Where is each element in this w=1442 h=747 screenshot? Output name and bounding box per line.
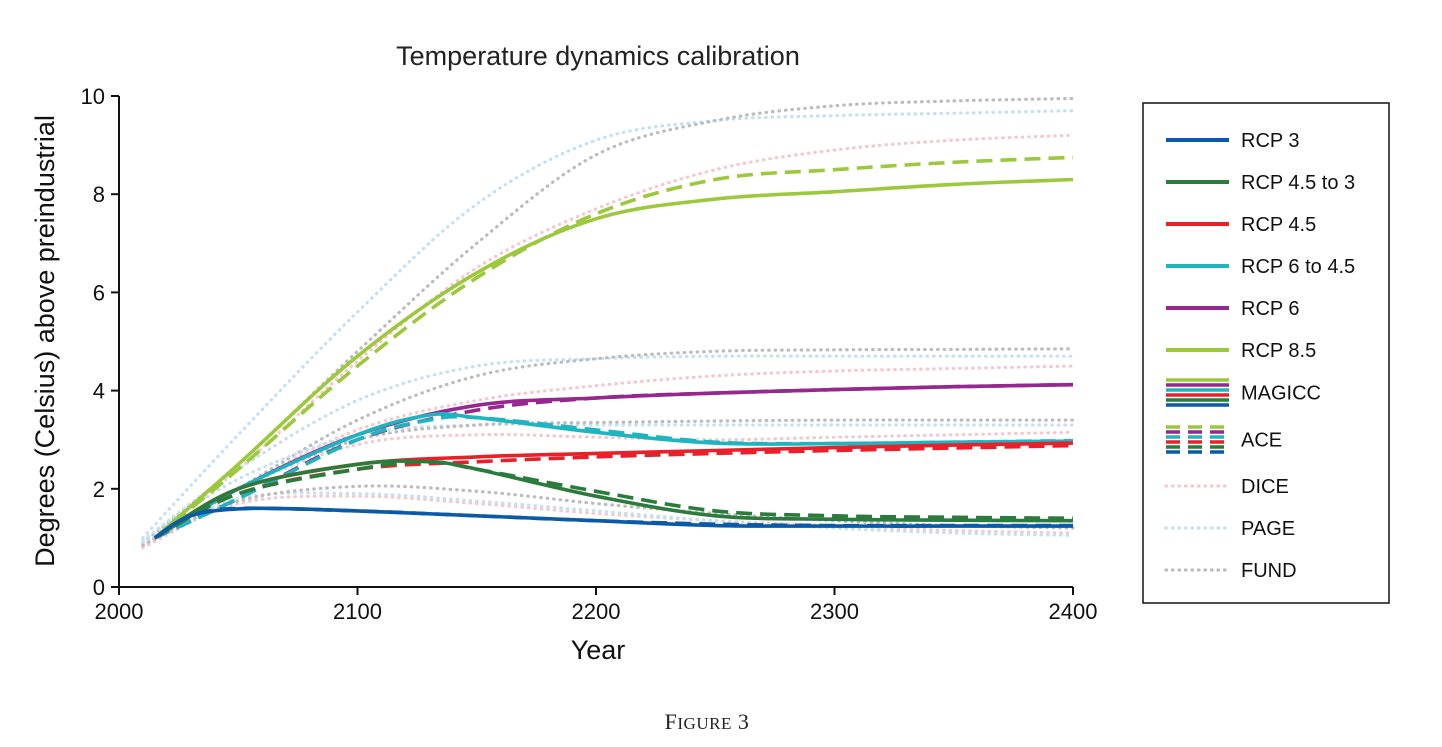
legend-item-rcp-3: RCP 3 xyxy=(1166,130,1300,152)
x-axis-label: Year xyxy=(571,635,626,665)
x-tick-label: 2000 xyxy=(95,599,144,624)
legend-label: RCP 8.5 xyxy=(1241,340,1316,362)
y-axis-label: Degrees (Celsius) above preindustrial xyxy=(30,115,60,567)
axes xyxy=(118,96,1073,588)
series-line-rcp-6-to-4-5-page xyxy=(141,422,1075,542)
series-line-rcp-6-fund xyxy=(141,347,1075,547)
legend-label: RCP 4.5 to 3 xyxy=(1241,172,1355,194)
chart-title: Temperature dynamics calibration xyxy=(396,41,800,71)
series-line-rcp-8-5-magicc xyxy=(153,177,1074,540)
legend-item-rcp-4-5-to-3: RCP 4.5 to 3 xyxy=(1166,172,1355,194)
series-line-rcp-4-5-ace xyxy=(153,443,1074,540)
series-line-rcp-8-5-dice xyxy=(141,133,1075,545)
legend-label: MAGICC xyxy=(1241,383,1321,405)
y-tick-label: 0 xyxy=(93,575,105,600)
series-line-rcp-8-5-ace xyxy=(153,155,1074,540)
y-tick-label: 8 xyxy=(93,182,105,207)
series-line-rcp-6-to-4-5-magicc xyxy=(153,412,1074,540)
x-tick-label: 2400 xyxy=(1049,599,1098,624)
legend-label: DICE xyxy=(1241,476,1289,498)
legend-item-rcp-6-to-4-5: RCP 6 to 4.5 xyxy=(1166,256,1355,278)
legend-item-magicc: MAGICC xyxy=(1166,378,1321,407)
legend-item-rcp-8-5: RCP 8.5 xyxy=(1166,340,1316,362)
legend: RCP 3 RCP 4.5 to 3 RCP 4.5 RCP 6 to 4.5 RCP … xyxy=(1142,102,1390,604)
legend-item-page: PAGE xyxy=(1164,518,1295,540)
series-line-rcp-4-5-magicc xyxy=(153,441,1074,540)
figure-caption: FIGURE 3 xyxy=(665,709,750,734)
series-line-rcp-6-page xyxy=(141,354,1075,542)
y-tick-label: 4 xyxy=(93,379,105,404)
series-line-rcp-3-magicc xyxy=(153,506,1073,540)
legend-label: RCP 3 xyxy=(1241,130,1300,152)
series-line-rcp-6-to-4-5-fund xyxy=(141,418,1075,547)
x-tick-label: 2300 xyxy=(810,599,859,624)
legend-box xyxy=(1142,102,1390,604)
legend-item-rcp-4-5: RCP 4.5 xyxy=(1166,214,1316,236)
legend-label: RCP 6 xyxy=(1241,298,1300,320)
x-tick-label: 2100 xyxy=(333,599,382,624)
series-line-rcp-3-dice xyxy=(141,494,1075,550)
series-layer xyxy=(141,96,1075,550)
x-tick-label: 2200 xyxy=(572,599,621,624)
series-line-rcp-4-5-to-3-magicc xyxy=(153,459,1074,540)
legend-item-rcp-6: RCP 6 xyxy=(1166,298,1300,320)
legend-items: RCP 3 RCP 4.5 to 3 RCP 4.5 RCP 6 to 4.5 RCP … xyxy=(1164,130,1355,582)
legend-label: PAGE xyxy=(1241,518,1295,540)
legend-label: RCP 6 to 4.5 xyxy=(1241,256,1355,278)
legend-item-dice: DICE xyxy=(1164,476,1289,498)
legend-item-ace: ACE xyxy=(1166,425,1282,454)
y-tick-label: 2 xyxy=(93,477,105,502)
legend-label: FUND xyxy=(1241,560,1297,582)
y-tick-label: 6 xyxy=(93,280,105,305)
legend-item-fund: FUND xyxy=(1164,560,1297,582)
legend-label: RCP 4.5 xyxy=(1241,214,1316,236)
series-line-rcp-4-5-to-3-ace xyxy=(153,459,1074,540)
series-line-rcp-8-5-page xyxy=(141,109,1075,540)
series-line-rcp-8-5-fund xyxy=(141,96,1075,545)
ticks: 2000 2100 2200 2300 2400 0 2 4 6 8 10 xyxy=(81,84,1098,624)
series-line-rcp-3-page xyxy=(141,491,1075,545)
legend-label: ACE xyxy=(1241,430,1282,452)
y-tick-label: 10 xyxy=(81,84,105,109)
